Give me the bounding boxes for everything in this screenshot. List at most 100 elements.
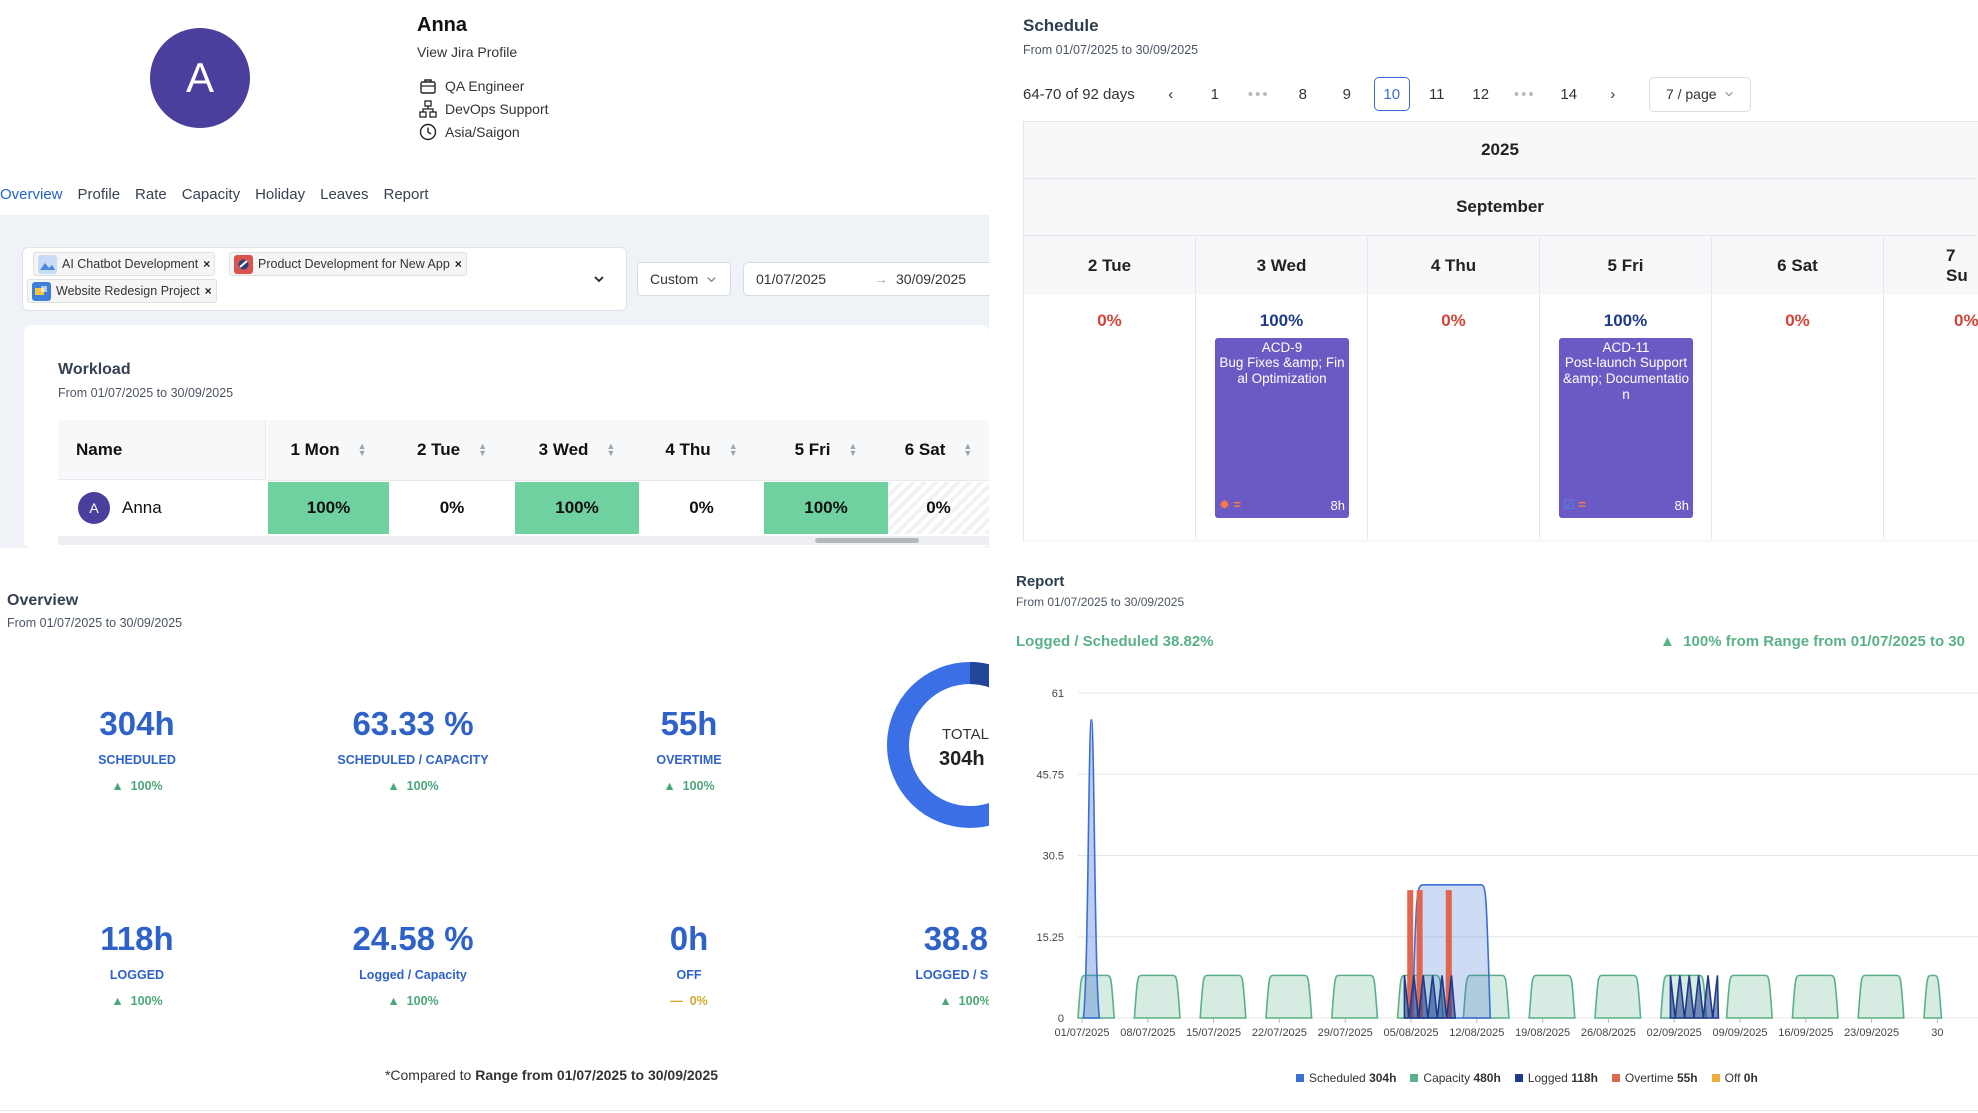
calendar-day-cell[interactable]: 0% [1712,295,1884,539]
task-card[interactable]: ACD-9 Bug Fixes &amp; Final Optimization… [1215,338,1349,518]
profile-avatar: A [150,28,250,128]
arrow-up-icon: ▲ [1660,633,1675,650]
x-tick-label: 22/07/2025 [1252,1027,1307,1039]
calendar-day-cell[interactable]: 0% [1368,295,1540,539]
column-header-day[interactable]: 4 Thu ▲ ▼ [639,420,764,481]
calendar-day-cell[interactable]: 0% [1884,295,1978,539]
remove-tag-icon[interactable]: × [204,284,212,298]
team-text: DevOps Support [445,101,549,117]
capacity-area [1791,974,1839,1019]
workload-cell[interactable]: 0% [888,482,989,534]
jira-profile-link[interactable]: View Jira Profile [417,44,518,60]
schedule-subtitle: From 01/07/2025 to 30/09/2025 [1023,43,1199,57]
arrow-up-icon: ▲ [111,994,124,1008]
column-header-day[interactable]: 3 Wed ▲ ▼ [515,420,639,481]
calendar-day-cell[interactable]: 100% ACD-11 Post-launch Support &amp; Do… [1540,295,1712,539]
calendar-day-header: 2 Tue [1024,238,1196,294]
project-tag: Product Development for New App × [229,252,467,276]
prev-page-icon[interactable]: ‹ [1168,85,1174,103]
table-row-name: A Anna [58,482,266,534]
page-1[interactable]: 1 [1210,85,1219,103]
legend-item[interactable]: Capacity 480h [1410,1071,1501,1085]
date-range-picker[interactable]: 01/07/2025 → 30/09/2025 [743,262,990,296]
next-page-icon[interactable]: › [1610,85,1616,103]
page-14[interactable]: 14 [1560,85,1578,103]
donut-label: TOTAL [942,726,989,743]
sort-icon: ▲ ▼ [728,441,738,458]
profile-tabs: Overview Profile Rate Capacity Holiday L… [0,186,429,203]
sort-icon: ▲ ▼ [606,441,616,458]
scrollbar-thumb[interactable] [815,538,919,543]
legend-item[interactable]: Scheduled 304h [1296,1071,1396,1085]
project-icon [234,254,253,274]
tab-leaves[interactable]: Leaves [320,186,369,203]
report-chart: 0 15.25 30.5 45.75 61 01/07/2025 08/07/2025 15… [1036,688,1978,1039]
series-overtime [1407,890,1452,1018]
calendar-day-cell[interactable]: 0% [1024,295,1196,539]
calendar-day-header: 5 Fri [1540,238,1712,294]
report-title: Report [1016,573,1065,590]
x-axis-labels: 01/07/2025 08/07/2025 15/07/2025 22/07/2025… [1054,1027,1943,1039]
column-header-day[interactable]: 6 Sat ▲ ▼ [888,420,989,481]
tab-profile[interactable]: Profile [77,186,121,203]
arrow-up-icon: ▲ [387,994,400,1008]
sort-icon: ▲ ▼ [357,441,367,458]
remove-tag-icon[interactable]: × [203,257,211,271]
chart-legend: Scheduled 304h Capacity 480h Logged 118h… [1296,1071,1758,1085]
chevron-down-icon [1724,91,1733,97]
workload-cell[interactable]: 100% [764,482,888,534]
workload-subtitle: From 01/07/2025 to 30/09/2025 [58,386,234,400]
donut-segment-logged [969,662,989,688]
column-header-day[interactable]: 1 Mon ▲ ▼ [268,420,389,481]
column-header-day[interactable]: 5 Fri ▲ ▼ [764,420,888,481]
horizontal-scrollbar[interactable] [58,536,989,545]
tab-holiday[interactable]: Holiday [255,186,306,203]
column-header-day[interactable]: 2 Tue ▲ ▼ [389,420,515,481]
legend-item[interactable]: Logged 118h [1514,1071,1598,1085]
workload-cell[interactable]: 100% [268,482,389,534]
task-checkbox-icon: ☑ = [1563,497,1586,512]
arrow-up-icon: ▲ [387,779,400,793]
sort-icon: ▲ ▼ [848,441,858,458]
capacity-area [1077,974,1116,1019]
task-card[interactable]: ACD-11 Post-launch Support &amp; Documen… [1559,338,1693,518]
x-tick-label: 15/07/2025 [1186,1027,1241,1039]
ellipsis-icon[interactable]: ••• [1247,85,1270,103]
calendar-day-header: 7 Su [1946,246,1968,285]
remove-tag-icon[interactable]: × [454,257,462,271]
tab-overview[interactable]: Overview [0,186,63,203]
project-select[interactable]: AI Chatbot Development × Product Develop… [22,247,627,311]
x-tick-label: 30 [1931,1027,1943,1039]
project-tag: Website Redesign Project × [27,279,217,303]
sort-icon: ▲ ▼ [478,441,488,458]
arrow-up-icon: ▲ [939,994,952,1008]
tab-report[interactable]: Report [383,186,429,203]
legend-item[interactable]: Off 0h [1711,1071,1758,1085]
range-type-select[interactable]: Custom [637,262,731,296]
capacity-area [1330,974,1379,1019]
overtime-bar [1407,890,1414,1018]
report-ratio: Logged / Scheduled 38.82% [1016,633,1214,650]
workload-cell[interactable]: 0% [639,482,764,534]
calendar-day-header: 3 Wed [1196,238,1368,294]
page-9[interactable]: 9 [1342,85,1351,103]
bottom-divider [0,1110,1978,1111]
workload-cell[interactable]: 100% [515,482,639,534]
page-8[interactable]: 8 [1298,85,1307,103]
overtime-bar [1445,890,1452,1018]
page-12[interactable]: 12 [1472,85,1490,103]
legend-item[interactable]: Overtime 55h [1611,1071,1698,1085]
workload-cell[interactable]: 0% [389,482,515,534]
tab-rate[interactable]: Rate [135,186,167,203]
ellipsis-icon[interactable]: ••• [1513,85,1536,103]
x-tick-label: 09/09/2025 [1712,1027,1767,1039]
tab-capacity[interactable]: Capacity [181,186,241,203]
chevron-down-icon [707,276,716,282]
page-10-current[interactable]: 10 [1373,77,1410,111]
calendar-day-cell[interactable]: 100% ACD-9 Bug Fixes &amp; Final Optimiz… [1196,295,1368,539]
page-size-select[interactable]: 7 / page [1648,76,1751,112]
date-to[interactable]: 30/09/2025 [896,271,967,287]
date-from[interactable]: 01/07/2025 [756,271,827,287]
capacity-area [1133,974,1181,1019]
page-11[interactable]: 11 [1428,85,1445,103]
